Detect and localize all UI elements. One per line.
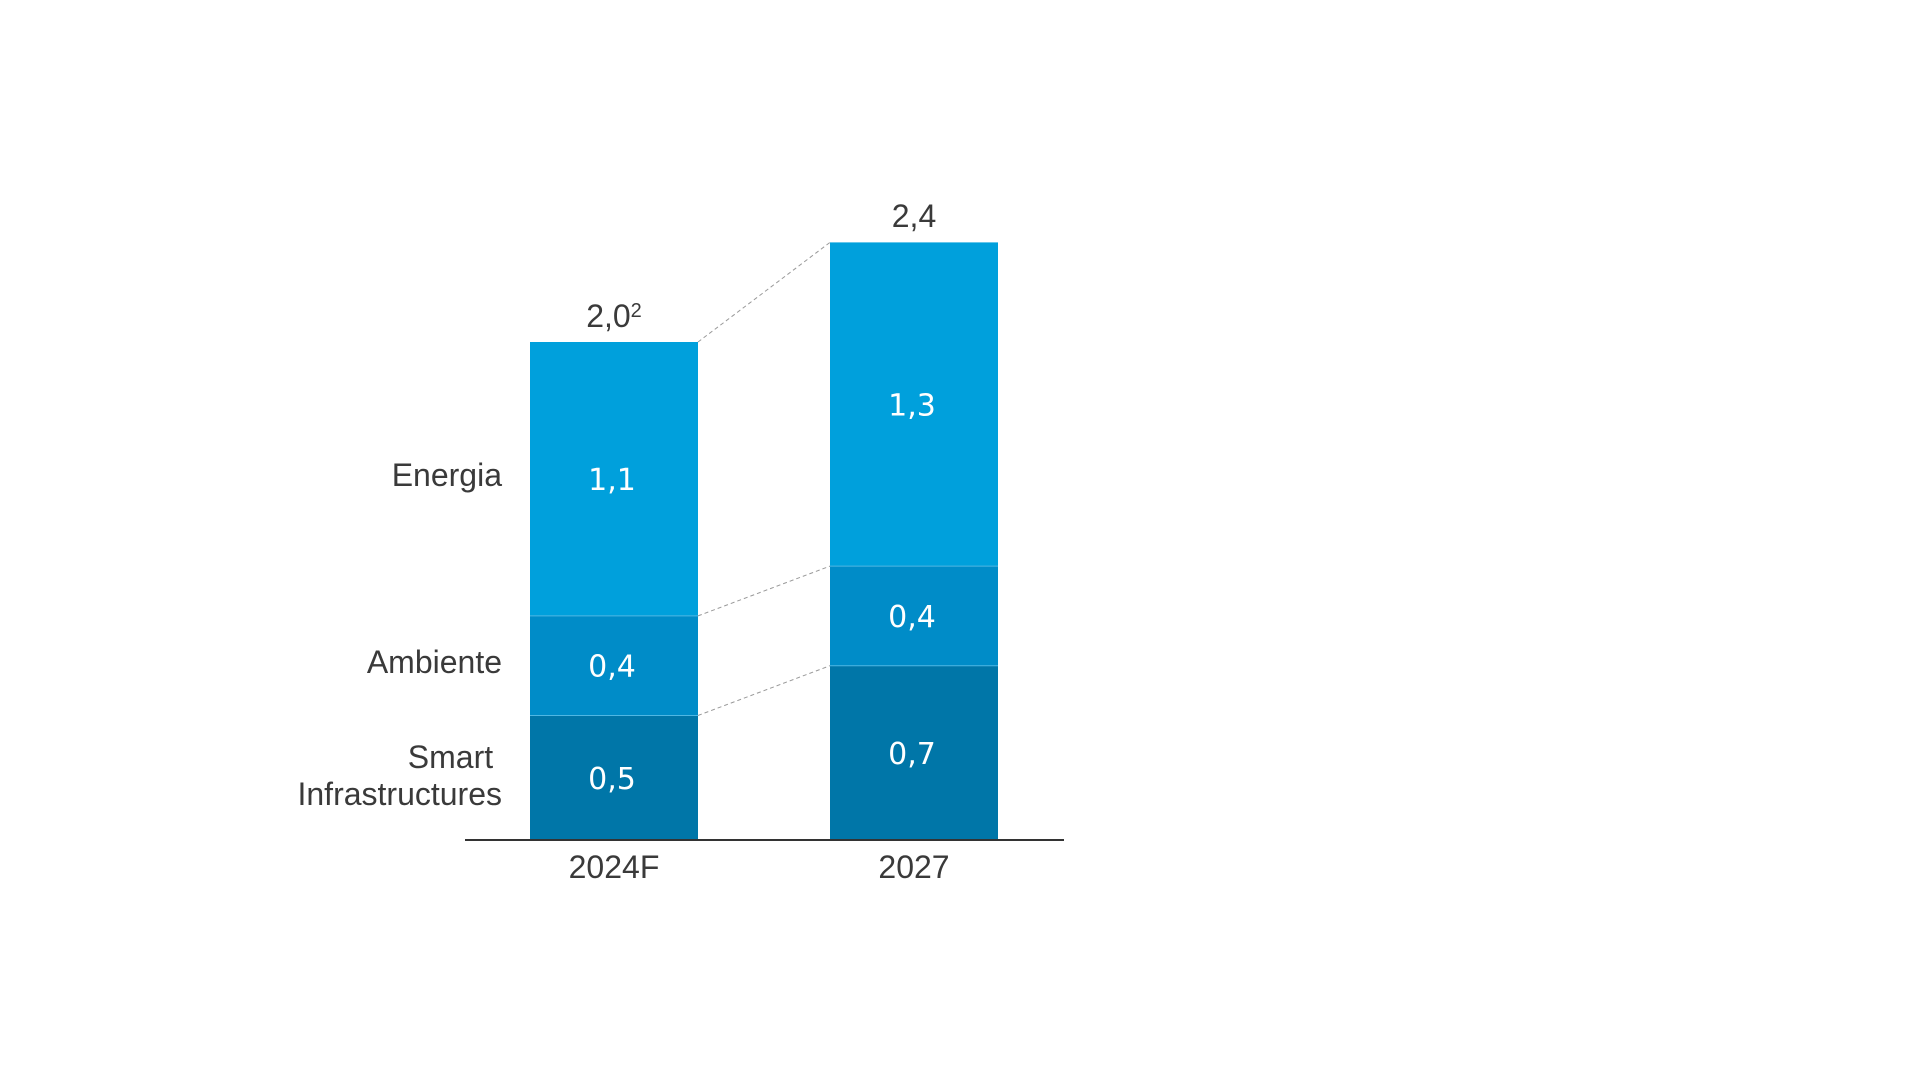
data-label-2027-1: 0,4 <box>888 600 936 635</box>
series-label-ambiente: Ambiente <box>367 644 502 680</box>
data-label-2027-2: 1,3 <box>888 388 936 423</box>
connector-line-2 <box>697 242 831 343</box>
total-label-2027: 2,4 <box>892 198 936 234</box>
data-label-2024F-1: 0,4 <box>588 650 636 685</box>
category-label-2027: 2027 <box>878 849 949 885</box>
series-label-energia: Energia <box>392 457 503 493</box>
data-label-2024F-0: 0,5 <box>588 762 636 797</box>
connector-lines <box>697 242 831 716</box>
bar-segment-2024F-2 <box>530 342 698 616</box>
series-label-smart-infrastructures: Smart Infrastructures <box>297 739 502 812</box>
bar-segment-2024F-1 <box>530 615 698 716</box>
bar-segment-2024F-0 <box>530 715 698 840</box>
series-label-line-1: Smart <box>408 739 493 775</box>
data-label-2024F-2: 1,1 <box>588 463 636 498</box>
data-label-2027-0: 0,7 <box>888 737 936 772</box>
connector-line-0 <box>697 665 831 716</box>
bars: 0,5 0,4 1,1 0,7 0,4 1,3 <box>530 242 998 840</box>
bar-segment-2027-2 <box>830 242 998 567</box>
total-label-2024F: 2,02 <box>586 298 642 334</box>
category-label-2024F: 2024F <box>569 849 660 885</box>
connector-line-1 <box>697 565 831 617</box>
series-label-line-2: Infrastructures <box>297 776 502 812</box>
bar-segment-2027-0 <box>830 665 998 840</box>
bar-segment-2027-1 <box>830 566 998 666</box>
footnote-marker: 2 <box>631 300 642 322</box>
